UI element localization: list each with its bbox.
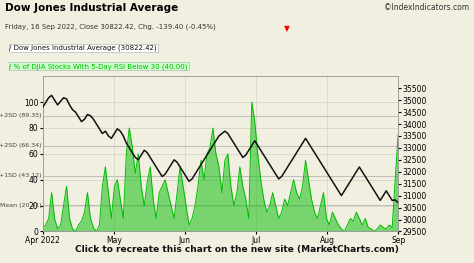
Text: Click to recreate this chart on the new site (MarketCharts.com): Click to recreate this chart on the new …: [75, 245, 399, 254]
Text: +2SD (89.35): +2SD (89.35): [0, 113, 41, 118]
Text: Dow Jones Industrial Average: Dow Jones Industrial Average: [5, 3, 178, 13]
Text: / Dow Jones Industrial Average (30822.42): / Dow Jones Industrial Average (30822.42…: [9, 45, 157, 51]
Text: ©IndexIndicators.com: ©IndexIndicators.com: [384, 3, 469, 12]
Text: Friday, 16 Sep 2022, Close 30822.42, Chg. -139.40 (-0.45%): Friday, 16 Sep 2022, Close 30822.42, Chg…: [5, 24, 216, 30]
Text: ▼: ▼: [284, 24, 290, 33]
Text: / % of DJIA Stocks With 5-Day RSI Below 30 (40.00): / % of DJIA Stocks With 5-Day RSI Below …: [9, 63, 188, 70]
Text: Mean (20.31): Mean (20.31): [0, 203, 41, 208]
Text: +2SD (66.34): +2SD (66.34): [0, 143, 41, 148]
Text: +1SD (43.12): +1SD (43.12): [0, 173, 41, 178]
